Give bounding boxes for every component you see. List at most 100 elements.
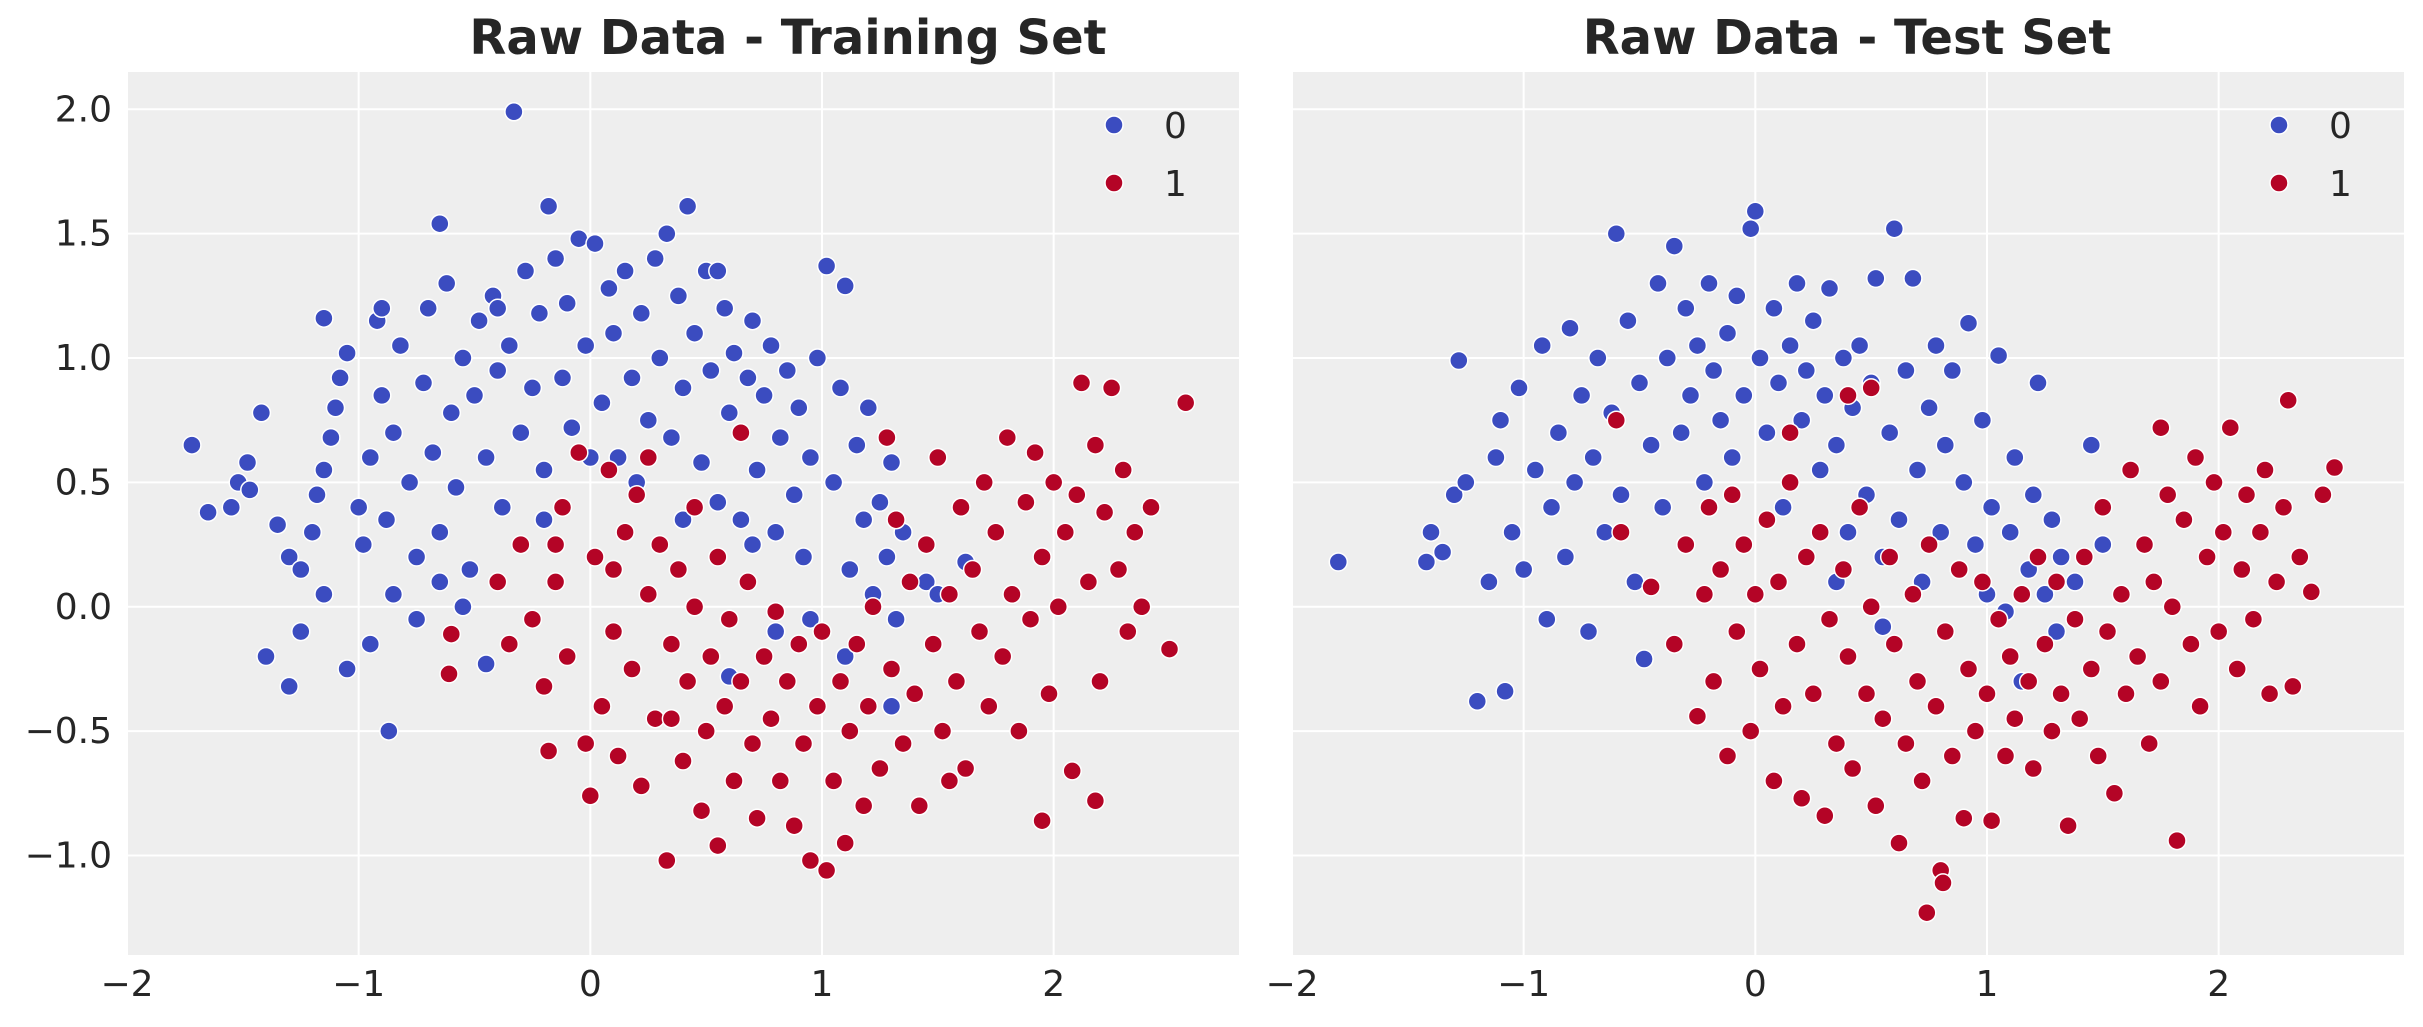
training-point-class-1 (673, 751, 693, 771)
test-point-class-1 (1641, 577, 1661, 597)
test-point-class-0 (1648, 273, 1668, 294)
test-point-class-1 (1740, 721, 1761, 741)
training-x-tick-label: −1 (332, 964, 385, 1005)
training-point-class-1 (939, 584, 960, 605)
training-point-class-0 (504, 102, 524, 122)
training-point-class-1 (951, 497, 971, 518)
training-point-class-0 (279, 547, 299, 567)
test-point-class-1 (2139, 733, 2159, 754)
test-point-class-0 (1555, 547, 1576, 567)
training-point-class-1 (1125, 522, 1145, 542)
test-point-class-1 (2151, 671, 2171, 692)
test-point-class-1 (1889, 833, 1909, 853)
training-point-class-0 (383, 584, 404, 605)
training-point-class-1 (661, 708, 682, 729)
test-point-class-1 (2058, 815, 2078, 836)
test-point-class-1 (1734, 534, 1754, 555)
test-point-class-1 (1842, 758, 1863, 779)
test-point-class-1 (2185, 447, 2206, 468)
test-point-class-1 (1965, 721, 1986, 741)
training-y-tick-label: 0.0 (55, 587, 112, 628)
training-point-class-0 (464, 385, 485, 406)
test-point-class-1 (2127, 646, 2148, 667)
training-point-class-1 (645, 708, 665, 729)
test-point-class-1 (1791, 788, 1812, 809)
training-point-class-1 (812, 621, 832, 642)
training-point-class-1 (1020, 609, 1041, 629)
test-point-class-0 (1699, 273, 1719, 294)
training-point-class-0 (840, 559, 860, 580)
test-point-class-0 (1727, 286, 1747, 306)
training-point-class-1 (939, 771, 960, 791)
legend-label-0: 0 (1164, 106, 1187, 147)
legend-label-1: 1 (1164, 164, 1187, 205)
test-point-class-0 (1595, 522, 1615, 542)
training-point-class-0 (569, 228, 589, 249)
test-point-class-0 (1416, 552, 1437, 572)
test-point-class-1 (1879, 547, 1900, 567)
test-point-class-0 (1757, 422, 1777, 443)
training-point-class-1 (626, 485, 647, 505)
training-point-class-0 (731, 509, 751, 530)
training-point-class-1 (932, 721, 953, 741)
test-point-class-0 (1810, 460, 1830, 480)
test-point-class-0 (1634, 649, 1654, 669)
training-point-class-1 (638, 584, 659, 605)
training-point-class-0 (835, 276, 855, 296)
training-set-chart: Raw Data - Training Set −2 −1 0 1 2 −1.0−0.5… (25, 10, 1239, 1005)
training-point-class-0 (314, 308, 334, 328)
test-point-class-0 (1958, 313, 1979, 333)
test-point-class-0 (1935, 435, 1956, 455)
training-point-class-0 (714, 298, 735, 319)
training-point-class-1 (886, 509, 906, 530)
training-point-class-1 (1002, 584, 1022, 605)
test-point-class-1 (1722, 485, 1742, 505)
training-point-class-0 (353, 534, 374, 555)
training-point-class-1 (1113, 460, 1133, 480)
test-point-class-0 (1571, 385, 1592, 406)
training-point-class-0 (291, 621, 311, 642)
test-point-class-1 (1757, 509, 1777, 530)
training-point-class-0 (406, 547, 427, 567)
test-point-class-0 (1421, 522, 1441, 542)
training-point-class-1 (816, 860, 837, 881)
test-point-class-1 (2081, 659, 2102, 679)
test-point-class-0 (2065, 572, 2085, 592)
training-point-class-1 (538, 741, 559, 761)
test-point-class-0 (1652, 497, 1673, 518)
training-point-class-0 (807, 348, 828, 368)
test-point-class-1 (1819, 609, 1840, 629)
test-point-class-1 (1949, 559, 1969, 580)
training-point-class-1 (708, 547, 728, 567)
test-point-class-0 (1819, 278, 1840, 299)
training-point-class-0 (789, 398, 809, 418)
test-point-class-0 (1780, 335, 1800, 356)
training-point-class-0 (742, 534, 763, 555)
training-point-class-0 (430, 572, 450, 592)
test-point-class-0 (1611, 485, 1631, 505)
test-point-class-0 (2028, 373, 2048, 393)
training-point-class-0 (724, 343, 744, 363)
test-point-class-1 (1917, 902, 1937, 923)
test-point-class-1 (2243, 609, 2264, 629)
training-y-tick-label: −1.0 (25, 836, 112, 877)
training-point-class-0 (830, 378, 851, 398)
training-point-class-1 (1085, 435, 1106, 455)
test-point-class-0 (1625, 572, 1645, 592)
training-point-class-1 (701, 646, 721, 667)
test-point-class-0 (1926, 335, 1946, 356)
test-point-class-1 (2232, 559, 2252, 580)
training-point-class-0 (800, 609, 821, 629)
training-point-class-1 (1085, 791, 1106, 811)
test-point-class-1 (2204, 472, 2224, 493)
training-point-class-1 (608, 746, 628, 766)
test-point-class-1 (2324, 457, 2345, 478)
training-x-tick-label: 0 (579, 964, 602, 1005)
training-point-class-0 (453, 597, 473, 617)
training-point-class-1 (1016, 492, 1036, 513)
test-point-class-0 (1532, 335, 1552, 356)
training-point-class-0 (198, 502, 218, 523)
training-point-class-1 (603, 559, 624, 580)
training-point-class-0 (835, 646, 855, 667)
